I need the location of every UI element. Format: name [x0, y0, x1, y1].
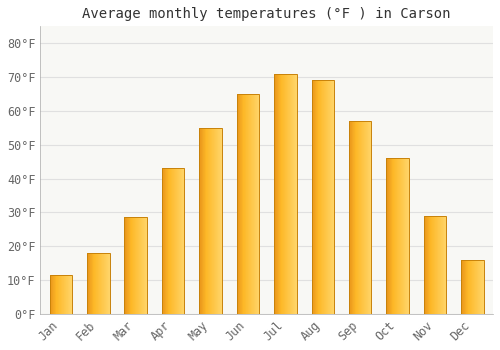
Bar	[424, 216, 446, 314]
Bar	[462, 260, 483, 314]
Bar	[312, 80, 334, 314]
Bar	[124, 217, 147, 314]
Bar	[274, 74, 296, 314]
Bar	[162, 168, 184, 314]
Bar	[87, 253, 110, 314]
Title: Average monthly temperatures (°F ) in Carson: Average monthly temperatures (°F ) in Ca…	[82, 7, 451, 21]
Bar	[236, 94, 259, 314]
Bar	[200, 128, 222, 314]
Bar	[50, 275, 72, 314]
Bar	[386, 158, 409, 314]
Bar	[349, 121, 372, 314]
